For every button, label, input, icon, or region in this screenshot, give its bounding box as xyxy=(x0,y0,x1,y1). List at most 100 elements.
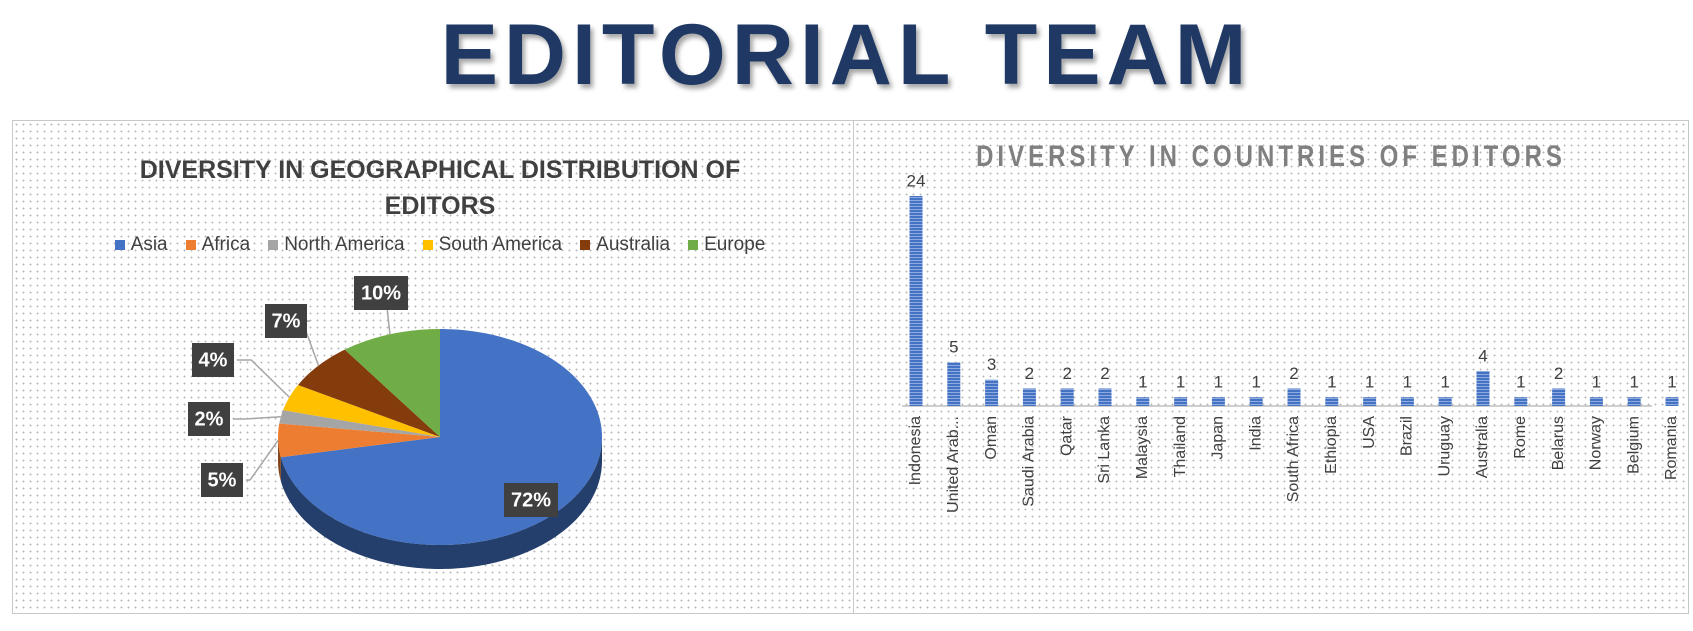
data-label: 2 xyxy=(1025,364,1034,383)
x-tick-label: Brazil xyxy=(1399,416,1416,456)
legend: Asia Africa North America South America Aust… xyxy=(40,234,840,256)
x-tick-label: Rome xyxy=(1512,416,1529,459)
x-tick-label: Belgium xyxy=(1625,416,1642,474)
data-label: 1 xyxy=(1327,373,1336,392)
data-label: 1 xyxy=(1629,373,1638,392)
legend-item: Europe xyxy=(688,234,765,256)
data-label: 5 xyxy=(949,338,958,357)
data-label: 2 xyxy=(1554,364,1563,383)
chart-title: DIVERSITY IN COUNTRIES OF EDITORS xyxy=(976,140,1566,173)
legend-item: North America xyxy=(268,234,405,256)
data-label-box xyxy=(201,463,243,497)
bar xyxy=(1438,397,1452,406)
x-tick-label: USA xyxy=(1361,416,1378,449)
bar xyxy=(1514,397,1528,406)
x-tick-label: Ethiopia xyxy=(1323,416,1340,474)
bar xyxy=(1249,397,1263,406)
data-label: 1 xyxy=(1138,373,1147,392)
x-tick-label: Saudi Arabia xyxy=(1021,416,1038,507)
slice xyxy=(344,329,440,437)
data-label: 5% xyxy=(208,469,237,491)
x-tick-label: Norway xyxy=(1588,416,1605,470)
bar xyxy=(1665,397,1679,406)
legend-swatch xyxy=(580,240,591,250)
legend-swatch xyxy=(114,240,125,250)
data-label: 7% xyxy=(272,310,301,332)
legend-label: South America xyxy=(438,234,563,255)
data-label-box xyxy=(504,483,558,517)
x-tick-label: Australia xyxy=(1474,416,1491,478)
legend-label: Australia xyxy=(596,234,671,255)
x-tick-label: India xyxy=(1247,416,1264,451)
bar xyxy=(1400,397,1414,406)
data-label-box xyxy=(354,276,408,310)
data-label: 2 xyxy=(1100,364,1109,383)
slice xyxy=(278,423,440,458)
x-tick-label: Uruguay xyxy=(1436,416,1453,476)
legend-item: Africa xyxy=(185,234,251,256)
slice xyxy=(279,410,440,437)
leader-line xyxy=(233,416,281,420)
x-tick-label: Oman xyxy=(983,416,1000,460)
slice-side xyxy=(278,437,281,482)
legend-item: Asia xyxy=(114,234,168,256)
data-label: 1 xyxy=(1214,373,1223,392)
leader-line xyxy=(237,359,290,398)
bar xyxy=(985,379,999,406)
bar xyxy=(1060,388,1074,406)
slice xyxy=(298,349,440,437)
legend-swatch xyxy=(268,240,279,250)
legend-swatch xyxy=(688,240,699,250)
data-label-box xyxy=(265,304,307,338)
x-tick-label: South Africa xyxy=(1285,416,1302,502)
data-label: 24 xyxy=(907,171,926,190)
x-tick-label: Qatar xyxy=(1058,415,1075,456)
bar xyxy=(1022,388,1036,406)
data-label: 1 xyxy=(1592,373,1601,392)
data-label-box xyxy=(192,343,234,377)
chart-title: DIVERSITY IN GEOGRAPHICAL DISTRIBUTION O… xyxy=(139,156,741,220)
bar xyxy=(1627,397,1641,406)
data-label: 2% xyxy=(195,408,224,430)
data-label: 1 xyxy=(1251,373,1260,392)
bar xyxy=(1325,397,1339,406)
page-title: EDITORIAL TEAM xyxy=(440,7,1253,103)
data-label: 2 xyxy=(1289,364,1298,383)
data-label: 1 xyxy=(1516,373,1525,392)
bar xyxy=(1211,397,1225,406)
data-label: 3 xyxy=(987,355,996,374)
data-label: 1 xyxy=(1440,373,1449,392)
slice xyxy=(283,384,440,437)
data-label: 2 xyxy=(1062,364,1071,383)
data-label: 1 xyxy=(1365,373,1374,392)
legend-item: Australia xyxy=(580,234,670,256)
bar xyxy=(1476,371,1490,406)
data-label: 1 xyxy=(1667,373,1676,392)
data-label: 1 xyxy=(1403,373,1412,392)
bar xyxy=(909,196,923,406)
legend-label: Africa xyxy=(201,234,251,255)
leader-line xyxy=(246,439,279,481)
bar xyxy=(947,362,961,406)
data-label: 4 xyxy=(1478,346,1487,365)
legend-swatch xyxy=(185,240,196,250)
legend-label: Europe xyxy=(704,234,766,255)
x-tick-label: Malaysia xyxy=(1134,416,1151,479)
bar-panel xyxy=(853,120,1689,614)
bar xyxy=(1174,397,1188,406)
data-label: 72% xyxy=(511,489,551,511)
x-tick-label: United Arab... xyxy=(945,416,962,513)
x-tick-label: Indonesia xyxy=(907,416,924,485)
bar xyxy=(1098,388,1112,406)
bar xyxy=(1136,397,1150,406)
x-tick-label: Belarus xyxy=(1550,416,1567,470)
x-tick-label: Sri Lanka xyxy=(1096,416,1113,484)
legend-label: North America xyxy=(284,234,405,255)
x-tick-label: Thailand xyxy=(1172,416,1189,477)
bar xyxy=(1287,388,1301,406)
legend-label: Asia xyxy=(130,234,168,255)
bar xyxy=(1552,388,1566,406)
bar xyxy=(1589,397,1603,406)
